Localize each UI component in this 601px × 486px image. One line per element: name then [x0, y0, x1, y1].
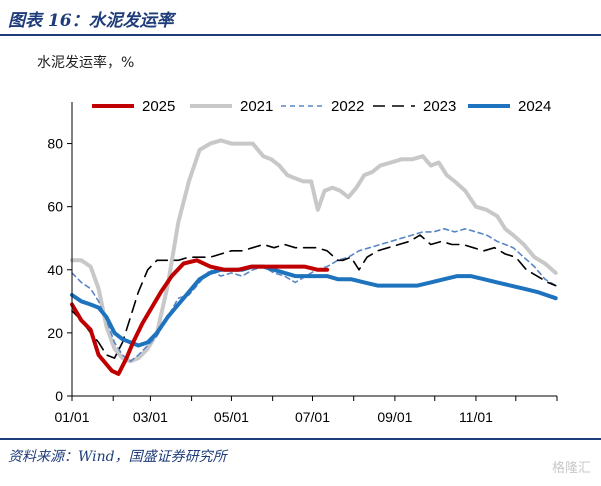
- title-rule: [0, 34, 601, 36]
- series-line-2024: [70, 264, 558, 348]
- y-tick-label: 60: [47, 199, 63, 215]
- source-note: 资料来源：Wind，国盛证券研究所: [8, 449, 227, 465]
- x-tick-label: 01/01: [54, 409, 89, 425]
- series-line-2021: [70, 138, 558, 364]
- x-tick-label: 03/01: [133, 409, 168, 425]
- x-tick-label: 11/01: [459, 409, 493, 425]
- series-line-2022: [71, 228, 557, 363]
- footer-rule: [0, 438, 601, 440]
- y-tick-label: 0: [55, 388, 63, 404]
- legend-label-2024: 2024: [518, 98, 551, 115]
- y-tick-label: 40: [47, 262, 63, 278]
- legend-label-2021: 2021: [240, 98, 273, 115]
- chart-axes: 0 20 40 60 80 01/01 03/01 05/01 07/01 09/01 11/01: [47, 102, 558, 425]
- legend-label-2023: 2023: [423, 98, 456, 115]
- figure-title: 图表 16：水泥发运率: [8, 11, 174, 31]
- y-tick-label: 80: [47, 136, 63, 152]
- legend-label-2025: 2025: [142, 98, 175, 115]
- series-line-2025: [70, 258, 330, 376]
- chart-legend: 2025 2021 2022 2023 2024: [92, 98, 551, 115]
- y-tick-label: 20: [47, 325, 63, 341]
- unit-label: 水泥发运率，%: [37, 55, 135, 71]
- legend-label-2022: 2022: [331, 98, 364, 115]
- series-layer: [70, 138, 558, 376]
- x-tick-label: 09/01: [377, 409, 412, 425]
- x-tick-label: 05/01: [214, 409, 249, 425]
- series-line-2023: [71, 234, 557, 359]
- watermark-text: 格隆汇: [551, 461, 591, 476]
- x-tick-label: 07/01: [295, 409, 330, 425]
